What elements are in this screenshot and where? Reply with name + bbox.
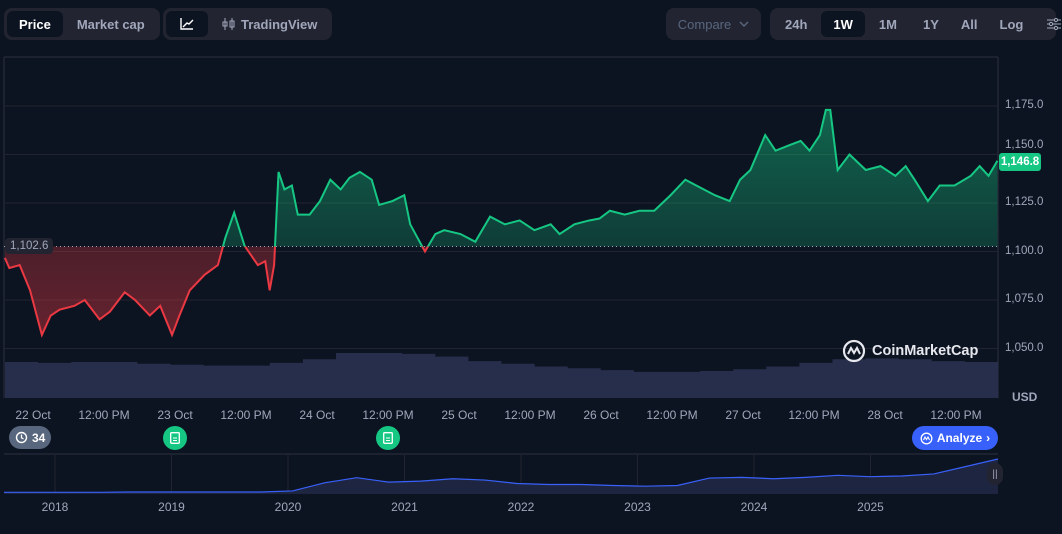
range-all[interactable]: All [960,16,978,32]
baseline-price-badge: 1,102.6 [5,238,54,254]
settings-button[interactable] [1037,11,1062,37]
price-area-above [222,109,998,247]
overview-year-label: 2018 [41,500,69,514]
volume-bars [5,353,998,398]
document-icon [383,432,393,444]
overview-year-label: 2023 [624,500,651,514]
view-toggle: Price Market cap [4,8,160,40]
overview-year-label: 2021 [391,500,418,514]
compare-dropdown[interactable]: Compare [666,8,761,40]
sliders-icon [1047,18,1062,30]
overview-drag-handle[interactable]: || [987,463,1003,485]
overview-year-label: 2022 [507,500,535,514]
y-tick-label: 1,075.0 [1005,293,1044,305]
tab-price[interactable]: Price [7,11,63,37]
log-toggle[interactable]: Log [999,16,1024,32]
overview-line [4,458,999,493]
overview-area [4,459,998,494]
history-count: 34 [32,430,46,445]
document-icon [170,432,180,444]
coinmarketcap-watermark: CoinMarketCap [842,339,978,363]
range-24h[interactable]: 24h [785,16,808,32]
range-1m[interactable]: 1M [878,16,897,32]
tab-market-cap[interactable]: Market cap [76,16,145,32]
x-tick-label: 12:00 PM [362,408,414,422]
tradingview-label: TradingView [241,16,318,32]
x-tick-label: 26 Oct [583,408,619,422]
x-tick-label: 24 Oct [299,408,335,422]
range-selector: 24h 1W 1M 1Y All Log [770,8,1062,40]
analyze-label: Analyze [936,431,983,445]
watermark-text: CoinMarketCap [872,343,979,359]
history-events-button[interactable]: 34 [9,426,52,449]
price-line-up [221,108,999,247]
x-tick-label: 12:00 PM [930,408,982,422]
x-tick-label: 12:00 PM [646,408,698,422]
coinmarketcap-logo-icon [842,339,866,363]
y-tick-label: 1,100.0 [1005,244,1044,257]
currency-label: USD [1012,390,1038,404]
compare-label: Compare [677,16,732,32]
analyze-button[interactable]: Analyze › [912,426,998,450]
range-1w[interactable]: 1W [821,11,865,37]
candlestick-icon [222,18,235,30]
ai-chat-icon [920,432,933,444]
overview-year-label: 2019 [158,500,185,514]
x-tick-label: 22 Oct [15,408,51,422]
x-tick-label: 25 Oct [441,408,477,422]
x-tick-label: 12:00 PM [504,408,556,422]
x-tick-label: 23 Oct [157,408,193,422]
range-1y[interactable]: 1Y [922,16,939,32]
history-icon [15,431,28,444]
overview-year-label: 2024 [740,500,768,514]
line-chart-icon [180,18,194,30]
news-event-marker[interactable] [376,426,400,450]
chevron-down-icon [739,21,749,27]
x-tick-label: 12:00 PM [220,408,272,422]
tradingview-button[interactable]: TradingView [210,11,329,37]
price-area-below [4,246,998,335]
overview-year-label: 2025 [857,500,884,514]
news-event-marker[interactable] [163,426,187,450]
x-tick-label: 12:00 PM [788,408,840,422]
x-tick-label: 28 Oct [867,408,903,422]
price-line-down [3,246,430,338]
chevron-right-icon: › [986,431,991,445]
y-tick-label: 1,175.0 [1005,99,1044,111]
x-tick-label: 12:00 PM [78,408,130,422]
y-tick-label: 1,125.0 [1005,196,1044,208]
overview-year-label: 2020 [274,500,302,514]
x-tick-label: 27 Oct [725,408,761,422]
chart-type-toggle: TradingView [163,8,333,40]
line-chart-button[interactable] [166,11,208,37]
y-tick-label: 1,050.0 [1005,341,1044,354]
y-tick-label: 1,150.0 [1005,139,1044,151]
current-price-badge: 1,146.8 [999,153,1041,171]
